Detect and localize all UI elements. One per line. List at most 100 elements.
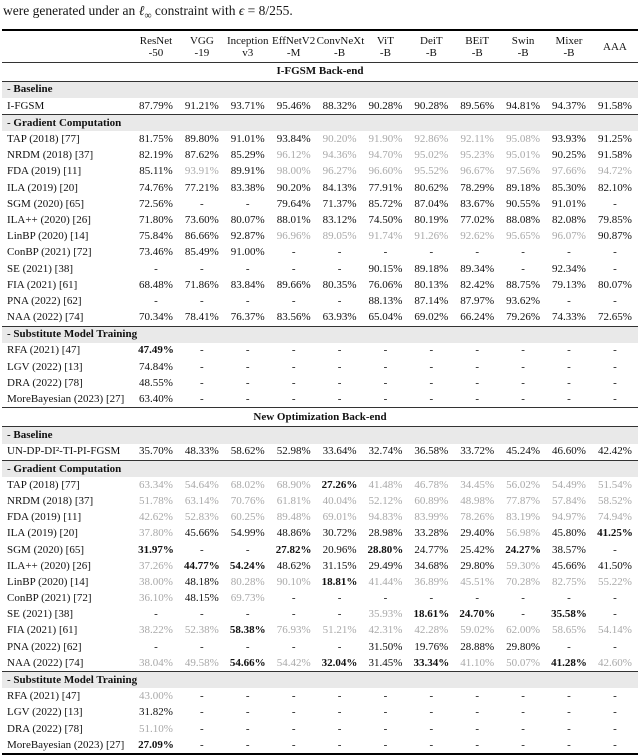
ell-symbol: ℓ <box>138 3 145 18</box>
value-cell: 90.28% <box>368 99 403 112</box>
value-cell: 38.00% <box>139 575 173 588</box>
value-cell: 45.80% <box>552 527 586 540</box>
value-cell: 87.79% <box>139 99 173 112</box>
value-cell: 52.38% <box>184 624 219 637</box>
value-cell: - <box>337 608 342 621</box>
value-cell: 41.48% <box>368 478 403 491</box>
value-cell: - <box>291 246 296 259</box>
backend-title-row: I-FGSM Back-end <box>2 61 638 82</box>
value-cell: - <box>521 262 525 275</box>
value-cell: 61.81% <box>276 494 311 507</box>
value-cell: - <box>613 738 617 751</box>
value-cell: 82.42% <box>460 278 495 291</box>
method-cell: PNA (2022) [62] <box>7 640 82 653</box>
table-row: RFA (2021) [47] 43.00% - - - - - - - - - - <box>2 688 638 704</box>
value-cell: - <box>200 690 204 703</box>
value-cell: 89.18% <box>414 262 449 275</box>
value-cell: 83.84% <box>230 278 265 291</box>
value-cell: - <box>613 592 617 605</box>
column-header-vit: ViT -B <box>362 29 409 63</box>
value-cell: 91.01% <box>230 133 265 146</box>
value-cell: - <box>429 706 434 719</box>
value-cell: 78.41% <box>184 311 219 324</box>
value-cell: - <box>200 706 204 719</box>
value-cell: 78.26% <box>460 511 495 524</box>
method-cell: NAA (2022) [74] <box>7 656 84 669</box>
value-cell: 80.19% <box>414 213 449 226</box>
method-cell: I-FGSM <box>7 99 45 112</box>
value-cell: - <box>567 640 571 653</box>
value-cell: - <box>383 376 388 389</box>
value-cell: 90.28% <box>414 99 449 112</box>
value-cell: 94.37% <box>552 99 586 112</box>
value-cell: 59.30% <box>506 559 541 572</box>
value-cell: - <box>291 640 296 653</box>
value-cell: 94.83% <box>368 511 403 524</box>
group-header-row-label: - Substitute Model Training <box>2 325 638 343</box>
method-cell: ILA++ (2020) [26] <box>7 559 91 572</box>
value-cell: 27.26% <box>321 478 358 491</box>
table-row: NAA (2022) [74] 70.34% 78.41% 76.37% 83.56% 6… <box>2 309 638 326</box>
value-cell: 19.76% <box>414 640 449 653</box>
value-cell: 31.50% <box>368 640 403 653</box>
method-cell: ILA++ (2020) [26] <box>7 213 91 226</box>
value-cell: 85.72% <box>368 197 403 210</box>
value-cell: 85.30% <box>552 181 586 194</box>
column-header-inception: Inception v3 <box>224 29 271 63</box>
method-cell: RFA (2021) [47] <box>7 690 81 703</box>
value-cell: 24.27% <box>505 543 541 556</box>
method-cell: DRA (2022) [78] <box>7 376 83 389</box>
value-cell: - <box>200 738 204 751</box>
value-cell: 69.73% <box>230 592 265 605</box>
group-header-row: - Baseline <box>2 80 638 98</box>
value-cell: 36.89% <box>414 575 449 588</box>
value-cell: 41.25% <box>597 527 633 540</box>
value-cell: - <box>337 738 342 751</box>
value-cell: 27.82% <box>275 543 312 556</box>
method-cell: SE (2021) [38] <box>7 608 73 621</box>
value-cell: 68.90% <box>276 478 311 491</box>
value-cell: - <box>291 262 296 275</box>
value-cell: 58.38% <box>229 624 266 637</box>
table-row: ConBP (2021) [72] 73.46% 85.49% 91.00% - - - - -… <box>2 245 638 261</box>
group-header-row: - Baseline <box>2 426 638 444</box>
value-cell: 38.57% <box>552 543 586 556</box>
value-cell: - <box>521 592 525 605</box>
value-cell: 31.82% <box>139 706 173 719</box>
value-cell: 81.75% <box>139 133 173 146</box>
value-cell: 97.56% <box>506 165 541 178</box>
value-cell: - <box>613 294 617 307</box>
value-cell: 42.31% <box>368 624 403 637</box>
value-cell: 91.74% <box>368 230 403 243</box>
value-cell: 72.65% <box>598 311 632 324</box>
value-cell: 51.78% <box>139 494 173 507</box>
value-cell: - <box>429 722 434 735</box>
value-cell: 87.14% <box>414 294 449 307</box>
value-cell: 18.81% <box>321 575 358 588</box>
value-cell: 83.19% <box>506 511 541 524</box>
table-row: LGV (2022) [13] 31.82% - - - - - - - - - - <box>2 705 638 721</box>
group-header-row-label: - Gradient Computation <box>2 114 638 132</box>
value-cell: 78.29% <box>460 181 495 194</box>
method-cell: SGM (2020) [65] <box>7 543 84 556</box>
value-cell: 24.70% <box>459 608 496 621</box>
value-cell: 30.72% <box>322 527 357 540</box>
value-cell: 90.15% <box>368 262 403 275</box>
value-cell: - <box>613 197 617 210</box>
group-header-row-label: - Baseline <box>2 80 638 98</box>
value-cell: - <box>245 262 250 275</box>
value-cell: - <box>429 376 434 389</box>
value-cell: 48.62% <box>276 559 311 572</box>
table-row: FDA (2019) [11] 85.11% 93.91% 89.91% 98.00% 9… <box>2 164 638 180</box>
value-cell: 95.65% <box>506 230 541 243</box>
value-cell: 74.94% <box>598 511 632 524</box>
method-cell: MoreBayesian (2023) [27] <box>7 738 125 751</box>
value-cell: 71.80% <box>139 213 173 226</box>
value-cell: 77.87% <box>506 494 541 507</box>
method-cell: DRA (2022) [78] <box>7 722 83 735</box>
value-cell: 42.42% <box>598 445 632 458</box>
table-row: SGM (2020) [65] 31.97% - - 27.82% 20.96% 28.80… <box>2 542 638 558</box>
value-cell: 96.96% <box>276 230 311 243</box>
value-cell: 92.62% <box>460 230 495 243</box>
value-cell: - <box>291 722 296 735</box>
